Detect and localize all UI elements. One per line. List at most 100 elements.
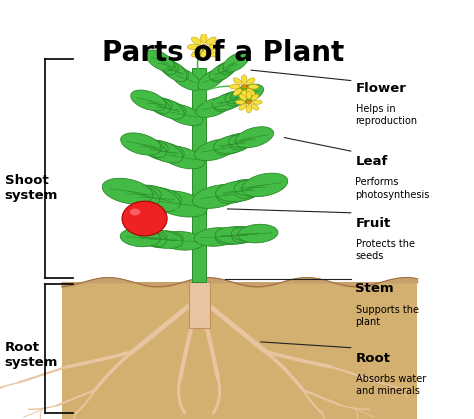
Ellipse shape (213, 91, 244, 111)
Ellipse shape (231, 227, 264, 242)
Ellipse shape (201, 34, 207, 43)
Text: Root
system: Root system (5, 341, 58, 370)
Ellipse shape (196, 97, 232, 117)
Ellipse shape (137, 137, 166, 158)
Ellipse shape (253, 100, 262, 104)
Text: Stem: Stem (356, 282, 394, 295)
Ellipse shape (246, 89, 255, 96)
Ellipse shape (211, 62, 234, 82)
Ellipse shape (246, 100, 251, 104)
Text: Parts of a Plant: Parts of a Plant (101, 39, 344, 67)
Ellipse shape (134, 140, 168, 155)
Ellipse shape (145, 230, 182, 248)
Ellipse shape (233, 78, 242, 85)
Ellipse shape (145, 231, 183, 248)
Ellipse shape (133, 185, 180, 212)
Text: Shoot
system: Shoot system (5, 174, 58, 202)
Ellipse shape (131, 90, 166, 111)
Ellipse shape (230, 131, 259, 150)
Ellipse shape (132, 187, 182, 210)
Ellipse shape (171, 68, 201, 91)
Ellipse shape (246, 105, 251, 113)
Ellipse shape (146, 50, 174, 71)
Ellipse shape (198, 69, 226, 90)
Ellipse shape (213, 135, 251, 153)
Text: Performs
photosynthesis: Performs photosynthesis (356, 177, 430, 200)
Ellipse shape (135, 230, 166, 246)
Ellipse shape (242, 173, 288, 197)
Ellipse shape (229, 84, 240, 89)
Ellipse shape (238, 224, 278, 243)
Ellipse shape (215, 134, 250, 155)
Ellipse shape (192, 184, 243, 208)
Ellipse shape (142, 97, 172, 111)
Ellipse shape (157, 56, 176, 75)
Ellipse shape (207, 49, 216, 57)
Ellipse shape (187, 44, 199, 50)
Text: Leaf: Leaf (356, 155, 388, 168)
Ellipse shape (216, 226, 253, 245)
Ellipse shape (221, 58, 239, 75)
Ellipse shape (102, 178, 153, 204)
Text: Root: Root (356, 352, 391, 365)
Ellipse shape (154, 58, 179, 72)
Ellipse shape (251, 104, 259, 110)
Ellipse shape (248, 84, 259, 89)
Ellipse shape (230, 84, 264, 103)
Ellipse shape (219, 60, 241, 73)
Text: Helps in
reproduction: Helps in reproduction (356, 104, 418, 127)
Ellipse shape (135, 231, 167, 246)
Ellipse shape (232, 226, 263, 243)
Ellipse shape (119, 185, 161, 204)
Text: Protects the
seeds: Protects the seeds (356, 239, 414, 261)
Ellipse shape (122, 201, 167, 236)
Ellipse shape (241, 90, 247, 98)
Ellipse shape (194, 228, 238, 246)
Ellipse shape (160, 232, 204, 250)
Ellipse shape (251, 94, 259, 100)
Ellipse shape (152, 191, 207, 217)
Ellipse shape (236, 100, 245, 104)
Ellipse shape (225, 91, 253, 104)
Text: Flower: Flower (356, 82, 406, 95)
Ellipse shape (239, 94, 246, 100)
Ellipse shape (201, 51, 207, 60)
Ellipse shape (130, 209, 140, 215)
Ellipse shape (191, 49, 201, 57)
Ellipse shape (246, 91, 251, 99)
Ellipse shape (194, 139, 237, 161)
Ellipse shape (201, 44, 207, 50)
Ellipse shape (246, 78, 255, 85)
Ellipse shape (234, 179, 272, 196)
Ellipse shape (164, 104, 203, 126)
Ellipse shape (191, 37, 201, 45)
Ellipse shape (145, 95, 170, 114)
Ellipse shape (223, 52, 249, 72)
Ellipse shape (215, 227, 254, 244)
Ellipse shape (144, 142, 184, 161)
Text: Absorbs water
and minerals: Absorbs water and minerals (356, 374, 426, 396)
Ellipse shape (241, 75, 247, 83)
Polygon shape (62, 282, 417, 419)
Ellipse shape (212, 93, 245, 110)
Ellipse shape (235, 127, 273, 147)
Ellipse shape (209, 44, 220, 50)
Text: Supports the
plant: Supports the plant (356, 305, 419, 327)
Ellipse shape (152, 98, 184, 119)
Ellipse shape (239, 104, 246, 110)
Ellipse shape (217, 179, 259, 203)
Ellipse shape (209, 63, 236, 80)
Ellipse shape (146, 140, 182, 163)
Ellipse shape (120, 228, 160, 247)
Ellipse shape (151, 100, 186, 117)
Text: Fruit: Fruit (356, 217, 391, 230)
Ellipse shape (241, 84, 247, 89)
Ellipse shape (207, 37, 216, 45)
Ellipse shape (227, 88, 251, 106)
Ellipse shape (162, 60, 187, 82)
Ellipse shape (160, 62, 189, 80)
Ellipse shape (228, 133, 261, 148)
Ellipse shape (233, 89, 242, 96)
Ellipse shape (216, 181, 261, 202)
Ellipse shape (121, 183, 159, 206)
